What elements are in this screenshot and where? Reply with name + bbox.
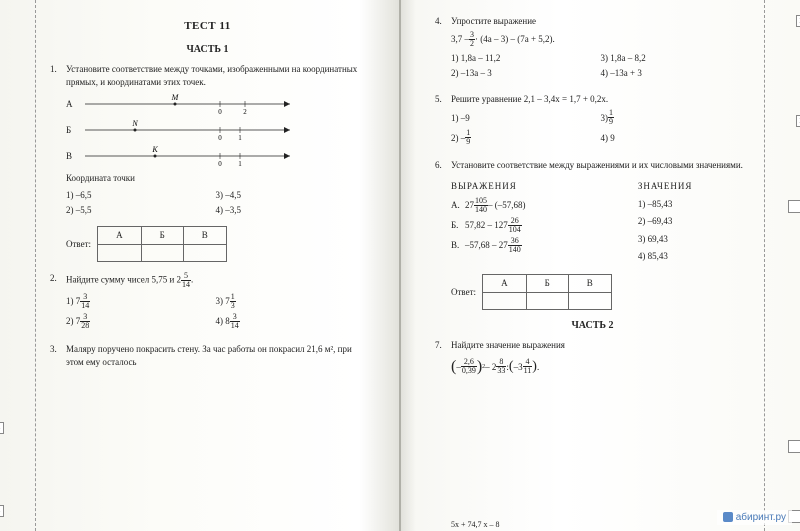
margin-box-r1234b: 1 2 3 4 (796, 115, 800, 127)
numline-a: А M 0 2 (66, 94, 365, 114)
p1-num: 1. (50, 63, 66, 88)
p4-text: Упростите выражение (451, 15, 750, 28)
p8-fragment: 5x + 74,7 x – 8 (451, 520, 500, 529)
svg-text:0: 0 (218, 134, 222, 140)
p6-val4: 4) 85,43 (638, 250, 750, 263)
numberline-svg: M 0 2 (80, 94, 300, 114)
p3-num: 3. (50, 343, 66, 368)
page-right: 4. Упростите выражение 3,7 – 32 · (4a – … (400, 0, 800, 531)
svg-text:1: 1 (238, 134, 242, 140)
answer-table-1: АБВ (97, 226, 227, 262)
p7-expr: (– 2,60,39)2 – 2833 : (–3411). (451, 356, 750, 378)
svg-text:K: K (151, 146, 158, 154)
p6-val2: 2) –69,43 (638, 215, 750, 228)
svg-text:0: 0 (218, 108, 222, 114)
col2-header: ЗНАЧЕНИЯ (638, 180, 750, 193)
problem-1: 1. Установите соответствие между точками… (50, 63, 365, 262)
part2-title: ЧАСТЬ 2 (435, 320, 750, 331)
p2-num: 2. (50, 272, 66, 289)
p7-text: Найдите значение выражения (451, 339, 750, 352)
numberline-svg: N 0 1 (80, 120, 300, 140)
p1-opt3: 3) –4,5 (216, 189, 366, 202)
svg-text:M: M (171, 94, 180, 102)
p4-opt3: 3) 1,8a – 8,2 (601, 52, 751, 65)
coord-label: Координата точки (66, 172, 365, 185)
margin-box-1234-b: 1 2 3 4 (0, 505, 4, 517)
p7-num: 7. (435, 339, 451, 352)
p6-val1: 1) –85,43 (638, 198, 750, 211)
page-left: ТЕСТ 11 ЧАСТЬ 1 1. Установите соответств… (0, 0, 400, 531)
p5-opt1: 1) –9 (451, 109, 601, 126)
part1-title: ЧАСТЬ 1 (50, 44, 365, 55)
problem-4: 4. Упростите выражение 3,7 – 32 · (4a – … (435, 15, 750, 83)
problem-6: 6. Установите соответствие между выражен… (435, 159, 750, 310)
problem-5: 5. Решите уравнение 2,1 – 3,4x = 1,7 + 0… (435, 93, 750, 150)
svg-text:N: N (131, 120, 138, 128)
problem-2: 2. Найдите сумму чисел 5,75 и 2514. 1) 7… (50, 272, 365, 333)
p1-text: Установите соответствие между точками, и… (66, 63, 365, 88)
p6-expr-v: В.–57,68 – 2736140 (451, 237, 638, 254)
p4-expr: 3,7 – 32 · (4a – 3) – (7a + 5,2). (451, 31, 750, 48)
answer-label: Ответ: (66, 238, 91, 251)
p4-opt2: 2) –13a – 3 (451, 67, 601, 80)
p3-text: Маляру поручено покрасить стену. За час … (66, 343, 365, 368)
p6-num: 6. (435, 159, 451, 172)
svg-text:1: 1 (238, 160, 242, 166)
problem-7: 7. Найдите значение выражения (– 2,60,39… (435, 339, 750, 378)
p5-opt4: 4) 9 (601, 129, 751, 146)
p1-opt2: 2) –5,5 (66, 204, 216, 217)
margin-box-r7 (788, 440, 800, 453)
p5-opt3: 3) 19 (601, 109, 751, 126)
watermark-logo-icon (723, 512, 733, 522)
p2-opt3: 3) 713 (216, 293, 366, 310)
problem-3: 3. Маляру поручено покрасить стену. За ч… (50, 343, 365, 368)
test-title: ТЕСТ 11 (50, 20, 365, 32)
p2-opt2: 2) 7328 (66, 313, 216, 330)
p6-text: Установите соответствие между выражениям… (451, 159, 750, 172)
margin-box-1234-a: 1 2 3 4 (0, 422, 4, 434)
numline-v: В K 0 1 (66, 146, 365, 166)
p2-text: Найдите сумму чисел 5,75 и 2514. (66, 272, 365, 289)
p2-opt4: 4) 8314 (216, 313, 366, 330)
answer-table-6: АБВ (482, 274, 612, 310)
p5-text: Решите уравнение 2,1 – 3,4x = 1,7 + 0,2x… (451, 93, 750, 106)
svg-text:2: 2 (243, 108, 247, 114)
numline-b: Б N 0 1 (66, 120, 365, 140)
p4-opt4: 4) –13a + 3 (601, 67, 751, 80)
p6-expr-a: А.27105140 – (–57,68) (451, 197, 638, 214)
answer-label-6: Ответ: (451, 286, 476, 299)
book-spread: ТЕСТ 11 ЧАСТЬ 1 1. Установите соответств… (0, 0, 800, 531)
p6-expr-b: Б.57,82 – 12726104 (451, 217, 638, 234)
p5-num: 5. (435, 93, 451, 106)
margin-box-r6 (788, 200, 800, 213)
margin-box-r1234: 1 2 3 4 (796, 15, 800, 27)
p2-opt1: 1) 7314 (66, 293, 216, 310)
col1-header: ВЫРАЖЕНИЯ (451, 180, 638, 193)
numberline-svg: K 0 1 (80, 146, 300, 166)
p4-num: 4. (435, 15, 451, 28)
p4-opt1: 1) 1,8a – 11,2 (451, 52, 601, 65)
watermark: абиринт.ру (717, 510, 792, 525)
p5-opt2: 2) – 19 (451, 129, 601, 146)
p1-opt1: 1) –6,5 (66, 189, 216, 202)
p1-opt4: 4) –3,5 (216, 204, 366, 217)
book-spine (399, 0, 401, 531)
svg-text:0: 0 (218, 160, 222, 166)
p6-val3: 3) 69,43 (638, 233, 750, 246)
